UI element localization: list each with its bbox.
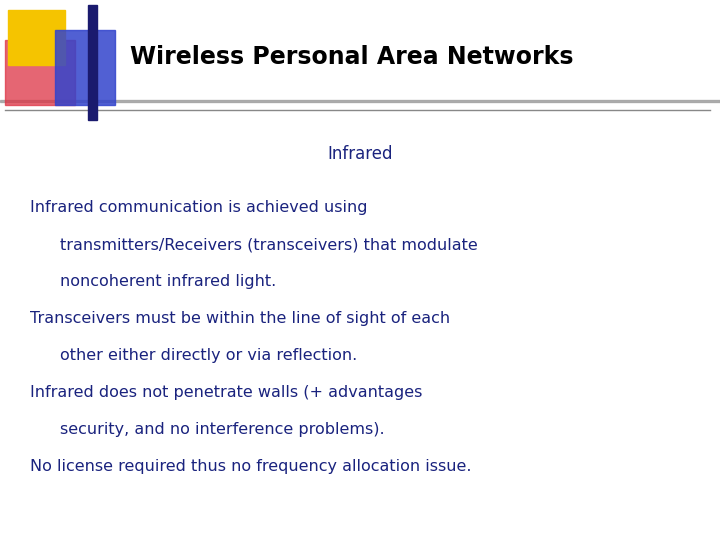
Text: noncoherent infrared light.: noncoherent infrared light. [60, 274, 276, 289]
Bar [0, 100, 720, 102]
Text: Infrared communication is achieved using: Infrared communication is achieved using [30, 200, 367, 215]
Text: other either directly or via reflection.: other either directly or via reflection. [60, 348, 357, 363]
Bar [8, 10, 65, 65]
Text: security, and no interference problems).: security, and no interference problems). [60, 422, 384, 437]
Bar [88, 5, 97, 120]
Text: transmitters/Receivers (transceivers) that modulate: transmitters/Receivers (transceivers) th… [60, 237, 478, 252]
Text: Infrared does not penetrate walls (+ advantages: Infrared does not penetrate walls (+ adv… [30, 385, 423, 400]
Bar [5, 40, 75, 105]
Text: No license required thus no frequency allocation issue.: No license required thus no frequency al… [30, 459, 472, 474]
Text: Wireless Personal Area Networks: Wireless Personal Area Networks [130, 45, 574, 69]
Bar [55, 30, 115, 105]
Text: Infrared: Infrared [328, 145, 392, 163]
Text: Transceivers must be within the line of sight of each: Transceivers must be within the line of … [30, 311, 450, 326]
